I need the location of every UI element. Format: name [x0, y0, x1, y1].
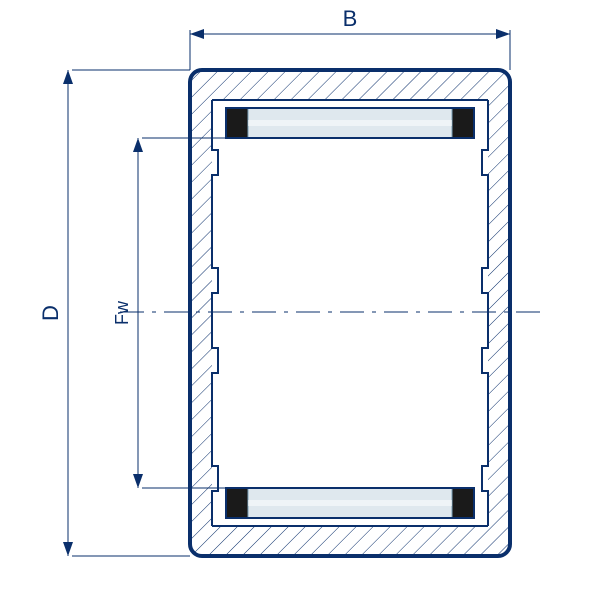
dim-label-fw: Fw — [112, 300, 132, 325]
dim-label-b: B — [343, 6, 358, 31]
cage-block — [452, 488, 474, 518]
cage-block — [226, 108, 248, 138]
dim-label-d: D — [38, 305, 63, 321]
cage-block — [452, 108, 474, 138]
cage-block — [226, 488, 248, 518]
